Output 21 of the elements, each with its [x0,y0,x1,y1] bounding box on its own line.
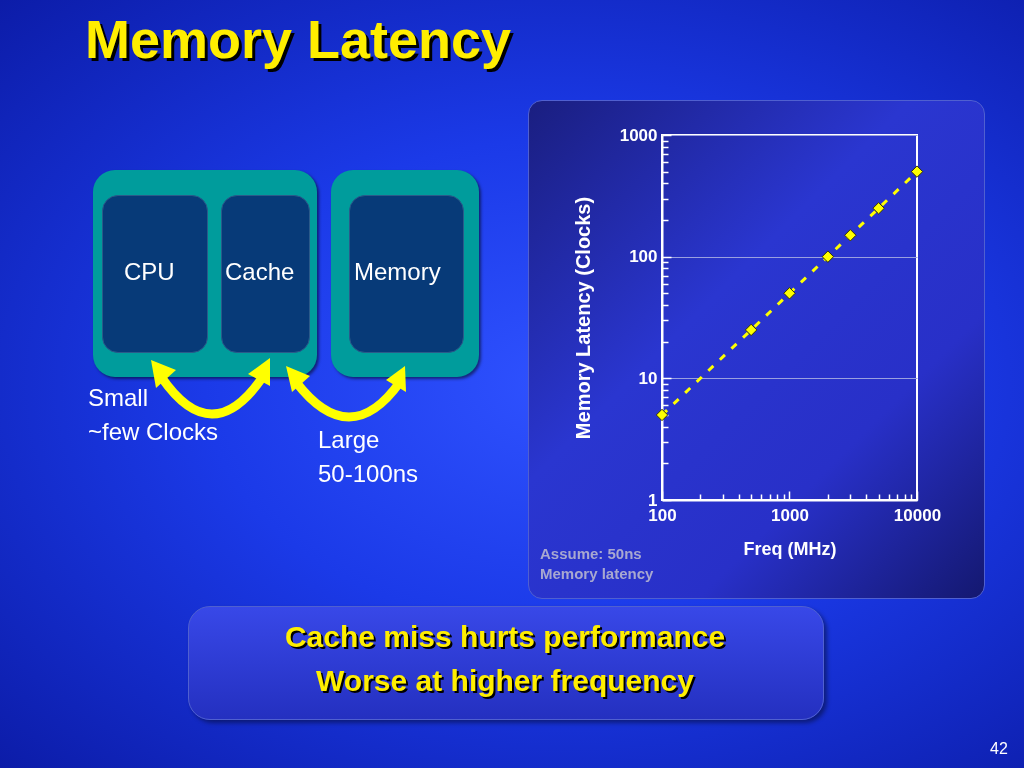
text: Assume: 50ns [540,545,642,562]
x-axis-title: Freq (MHz) [743,538,837,559]
text: Memory [354,258,441,286]
y-tick-label: 1 [648,490,658,510]
text: Cache miss hurts performance [284,620,726,654]
text: Memory latency [540,565,654,582]
text: Cache [225,258,295,286]
y-tick-label: 10 [638,368,658,388]
text: Large [318,426,380,454]
y-axis-title: Memory Latency (Clocks) [571,196,594,440]
text: 50-100ns [318,460,419,488]
x-tick-label: 10000 [893,505,942,525]
text: Worse at higher frequency [316,664,694,698]
y-tick-label: 100 [629,247,658,267]
chart-title: Memory Latency [85,8,512,70]
text: CPU [124,258,175,286]
text: Small [88,384,149,412]
x-tick-label: 1000 [771,505,809,525]
text: ~few Clocks [88,418,219,446]
text: 42 [990,740,1008,758]
y-tick-label: 1000 [619,125,658,145]
